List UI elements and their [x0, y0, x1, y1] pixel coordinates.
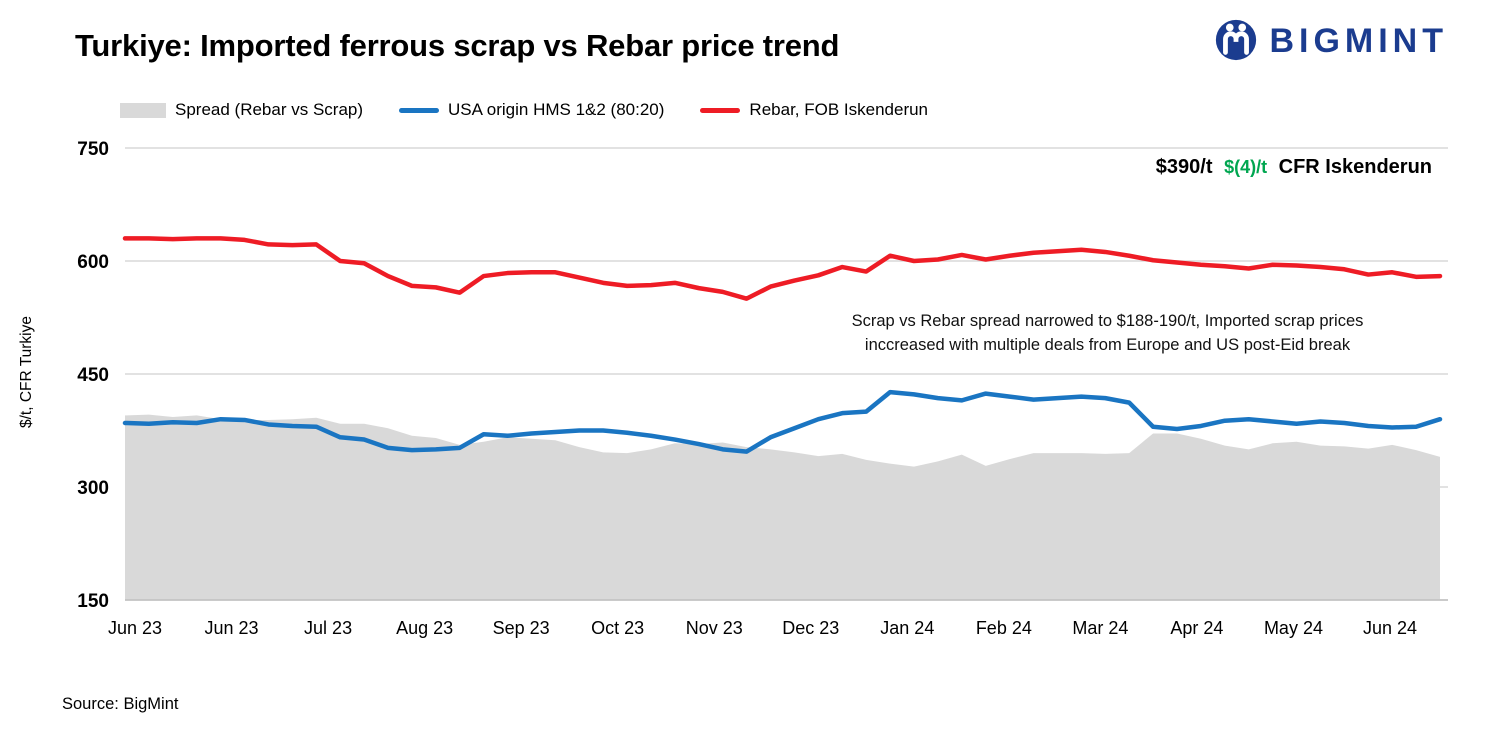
svg-text:Feb 24: Feb 24: [976, 618, 1032, 638]
svg-text:Apr 24: Apr 24: [1170, 618, 1223, 638]
legend-item-rebar: Rebar, FOB Iskenderun: [700, 100, 928, 120]
scrap-swatch: [399, 107, 440, 113]
legend-label-scrap: USA origin HMS 1&2 (80:20): [448, 100, 665, 119]
svg-text:Oct 23: Oct 23: [591, 618, 644, 638]
svg-text:Jun 23: Jun 23: [205, 618, 259, 638]
svg-text:750: 750: [77, 139, 109, 160]
svg-text:300: 300: [77, 478, 109, 499]
chart-annotation: Scrap vs Rebar spread narrowed to $188-1…: [775, 310, 1440, 358]
price-chart: 150 300 450 600 750 Jun 23 Jun 23 Jul 23 Aug 23 S…: [77, 139, 1448, 638]
price-callout: $390/t $(4)/t CFR Iskenderun: [1156, 156, 1432, 179]
svg-text:Aug 23: Aug 23: [396, 618, 453, 638]
svg-text:150: 150: [77, 591, 109, 612]
source-note: Source: BigMint: [62, 695, 179, 713]
chart-annotation-line1: Scrap vs Rebar spread narrowed to $188-1…: [851, 312, 1364, 330]
spread-swatch: [120, 102, 166, 118]
brand-name: BIGMINT: [1269, 22, 1448, 60]
svg-text:Mar 24: Mar 24: [1072, 618, 1128, 638]
svg-text:May 24: May 24: [1264, 618, 1323, 638]
rebar-swatch: [700, 107, 741, 113]
svg-text:Jan 24: Jan 24: [880, 618, 934, 638]
svg-text:600: 600: [77, 252, 109, 273]
legend-label-spread: Spread (Rebar vs Scrap): [175, 100, 364, 119]
svg-text:Jun 23: Jun 23: [108, 618, 162, 638]
legend: Spread (Rebar vs Scrap) USA origin HMS 1…: [120, 100, 928, 120]
svg-text:Dec 23: Dec 23: [782, 618, 839, 638]
bigmint-icon: [1213, 16, 1259, 67]
page-title: Turkiye: Imported ferrous scrap vs Rebar…: [75, 28, 840, 63]
legend-item-scrap: USA origin HMS 1&2 (80:20): [399, 100, 664, 120]
legend-label-rebar: Rebar, FOB Iskenderun: [749, 100, 929, 119]
svg-text:Jun 24: Jun 24: [1363, 618, 1417, 638]
chart-annotation-line2: inccreased with multiple deals from Euro…: [864, 335, 1351, 354]
svg-text:Nov 23: Nov 23: [686, 618, 743, 638]
callout-price: $390/t: [1155, 156, 1213, 178]
legend-item-spread: Spread (Rebar vs Scrap): [120, 100, 363, 120]
svg-text:Jul 23: Jul 23: [304, 618, 352, 638]
brand-logo: BIGMINT: [1213, 16, 1448, 67]
callout-market: CFR Iskenderun: [1278, 156, 1432, 178]
y-axis-title: $/t, CFR Turkiye: [18, 316, 35, 428]
callout-change: $(4)/t: [1224, 157, 1268, 177]
svg-text:450: 450: [77, 365, 109, 386]
svg-text:Sep 23: Sep 23: [493, 618, 550, 638]
